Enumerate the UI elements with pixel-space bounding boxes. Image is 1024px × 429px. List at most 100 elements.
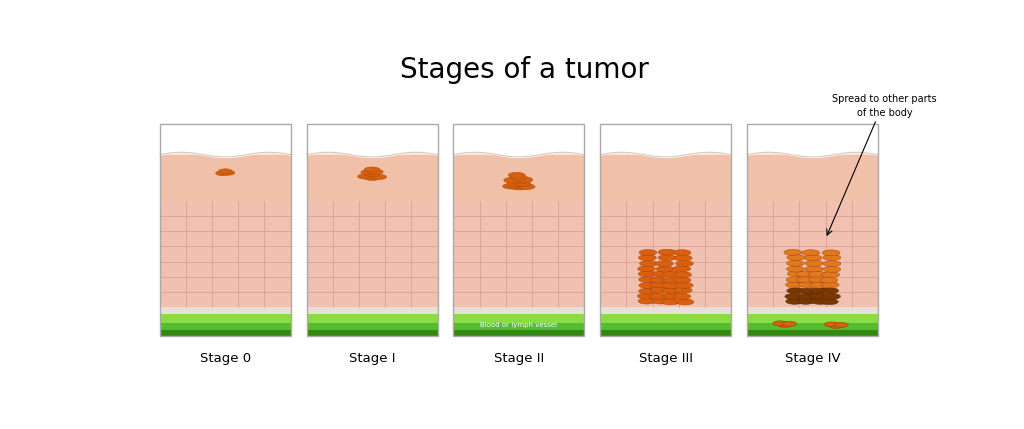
Bar	[306, 124, 437, 335]
Bar	[306, 330, 437, 335]
Ellipse shape	[782, 321, 797, 326]
Ellipse shape	[805, 260, 823, 266]
Ellipse shape	[664, 293, 681, 299]
Text: Stage I: Stage I	[349, 352, 395, 365]
Ellipse shape	[804, 255, 822, 261]
Ellipse shape	[823, 261, 841, 266]
Ellipse shape	[829, 323, 844, 328]
Ellipse shape	[640, 260, 657, 266]
Bar	[454, 330, 585, 335]
Ellipse shape	[514, 181, 530, 186]
Ellipse shape	[221, 170, 234, 175]
Bar	[600, 330, 731, 335]
Ellipse shape	[797, 299, 815, 304]
Bar	[600, 314, 731, 323]
Ellipse shape	[663, 271, 680, 277]
Ellipse shape	[508, 172, 525, 178]
Ellipse shape	[507, 181, 524, 187]
Ellipse shape	[638, 298, 656, 304]
Ellipse shape	[834, 323, 848, 327]
Ellipse shape	[637, 293, 655, 299]
Ellipse shape	[639, 250, 657, 256]
Ellipse shape	[823, 266, 841, 272]
Ellipse shape	[639, 282, 656, 288]
Ellipse shape	[823, 254, 841, 260]
Ellipse shape	[360, 170, 377, 175]
Ellipse shape	[787, 271, 805, 277]
Ellipse shape	[777, 322, 792, 327]
Bar	[306, 314, 437, 323]
Ellipse shape	[662, 299, 680, 305]
Bar	[454, 124, 585, 335]
Ellipse shape	[800, 293, 817, 299]
Ellipse shape	[673, 277, 691, 283]
Ellipse shape	[810, 282, 827, 288]
Bar	[306, 307, 437, 314]
Bar	[600, 307, 731, 314]
Ellipse shape	[638, 271, 656, 277]
Ellipse shape	[674, 272, 691, 278]
Ellipse shape	[675, 282, 693, 288]
Text: Stage 0: Stage 0	[200, 352, 251, 365]
Text: Stages of a tumor: Stages of a tumor	[400, 56, 649, 84]
Bar	[160, 314, 291, 323]
Ellipse shape	[503, 184, 519, 189]
Ellipse shape	[809, 277, 826, 283]
Ellipse shape	[655, 261, 674, 267]
Ellipse shape	[504, 178, 520, 183]
Ellipse shape	[799, 282, 816, 288]
Ellipse shape	[365, 175, 380, 181]
Bar	[748, 314, 878, 335]
Ellipse shape	[673, 250, 691, 256]
Bar	[454, 201, 585, 307]
Ellipse shape	[652, 271, 670, 277]
Bar	[600, 124, 731, 154]
Ellipse shape	[676, 299, 694, 305]
Bar	[454, 314, 585, 335]
Ellipse shape	[784, 293, 803, 299]
Bar	[160, 201, 291, 307]
Ellipse shape	[674, 287, 692, 293]
Text: Stage II: Stage II	[494, 352, 544, 365]
Bar	[160, 124, 291, 154]
Ellipse shape	[784, 249, 802, 255]
Ellipse shape	[511, 178, 527, 184]
Ellipse shape	[650, 282, 668, 288]
Text: Blood or lymph vessel: Blood or lymph vessel	[480, 322, 557, 328]
Ellipse shape	[216, 171, 229, 175]
Ellipse shape	[658, 249, 676, 255]
Ellipse shape	[663, 277, 681, 283]
Ellipse shape	[639, 288, 656, 294]
Bar	[306, 201, 437, 307]
Ellipse shape	[662, 282, 679, 288]
Ellipse shape	[511, 175, 527, 180]
Ellipse shape	[218, 169, 231, 174]
Ellipse shape	[796, 271, 814, 277]
Ellipse shape	[822, 250, 840, 256]
Ellipse shape	[810, 288, 828, 294]
Ellipse shape	[368, 169, 383, 175]
Bar	[160, 314, 291, 335]
Text: Stage III: Stage III	[639, 352, 692, 365]
Ellipse shape	[649, 293, 668, 299]
Ellipse shape	[802, 250, 819, 256]
Ellipse shape	[820, 299, 839, 305]
Ellipse shape	[639, 277, 656, 283]
Bar	[748, 124, 878, 154]
Ellipse shape	[658, 255, 676, 261]
Text: Stage IV: Stage IV	[784, 352, 841, 365]
Ellipse shape	[786, 266, 804, 272]
Ellipse shape	[785, 282, 804, 288]
Ellipse shape	[651, 298, 670, 304]
Ellipse shape	[811, 299, 828, 304]
Ellipse shape	[511, 184, 527, 190]
Ellipse shape	[821, 288, 839, 294]
Bar	[160, 307, 291, 314]
Ellipse shape	[809, 293, 826, 299]
Ellipse shape	[662, 288, 680, 294]
Bar	[748, 154, 878, 201]
Bar	[454, 124, 585, 154]
Ellipse shape	[824, 322, 839, 327]
Ellipse shape	[820, 277, 838, 283]
Bar	[454, 307, 585, 314]
